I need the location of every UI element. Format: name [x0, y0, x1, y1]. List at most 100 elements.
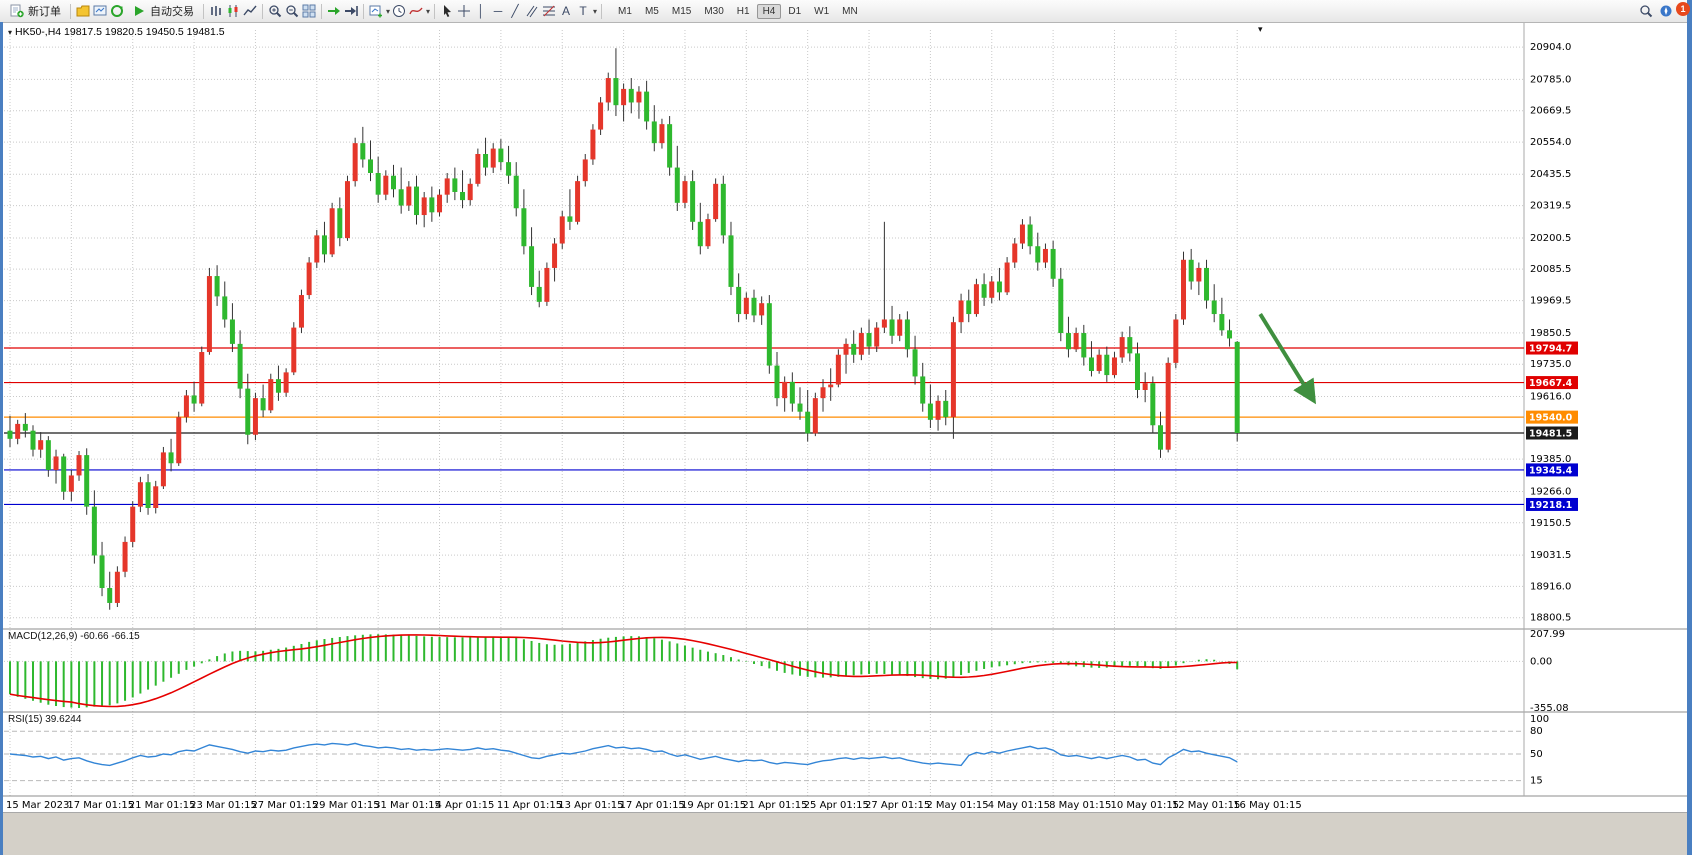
candle-body — [651, 121, 657, 144]
chart-dropdown-caret-icon[interactable]: ▾ — [1258, 24, 1263, 34]
toolbar-separator — [321, 3, 322, 19]
compass-icon[interactable] — [1658, 3, 1674, 19]
chart-canvas[interactable]: 20904.0 20785.0 20669.5 20554.0 20435.5 20319… — [0, 22, 1692, 855]
new-chart-icon[interactable] — [368, 3, 384, 19]
candle-body — [91, 506, 97, 556]
tile-windows-icon[interactable] — [301, 3, 317, 19]
candle-body — [912, 349, 918, 377]
candle-body — [759, 303, 765, 316]
candle-body — [268, 379, 274, 411]
candle-body — [260, 398, 266, 411]
candle-body — [1042, 248, 1048, 263]
date-label: 19 Apr 01:15 — [681, 800, 746, 811]
candle-body — [690, 181, 696, 222]
vertical-line-icon[interactable]: │ — [477, 4, 485, 18]
line-chart-icon[interactable] — [242, 3, 258, 19]
date-label: 17 Mar 01:15 — [67, 800, 134, 811]
date-label: 23 Mar 01:15 — [190, 800, 257, 811]
chart-shift-icon[interactable] — [343, 3, 359, 19]
date-label: 10 May 01:15 — [1110, 800, 1179, 811]
candle-body — [1035, 246, 1041, 263]
clock-icon[interactable] — [391, 3, 407, 19]
timeframe-m5[interactable]: M5 — [644, 5, 659, 17]
candle-body — [61, 456, 67, 492]
candle-body — [697, 221, 703, 247]
candle-body — [107, 588, 113, 603]
zoom-in-icon[interactable] — [267, 3, 283, 19]
rsi-axis-label: 80 — [1530, 726, 1543, 737]
chart-window-icon[interactable] — [92, 3, 108, 19]
candle-body — [406, 186, 412, 206]
timeframe-h4[interactable]: H4 — [756, 3, 782, 19]
price-tag — [1526, 376, 1578, 390]
text-label-icon[interactable]: T — [579, 4, 587, 18]
shapes-dropdown-icon[interactable]: ▾ — [593, 6, 598, 16]
play-icon — [131, 3, 147, 19]
timeframe-m1[interactable]: M1 — [618, 5, 632, 17]
timeframe-d1[interactable]: D1 — [788, 5, 802, 17]
crosshair-icon[interactable] — [456, 3, 472, 19]
candle-body — [575, 181, 581, 222]
candle-body — [145, 482, 151, 508]
candle-body — [766, 303, 772, 366]
date-label: 27 Mar 01:15 — [251, 800, 318, 811]
chevron-down-icon[interactable]: ▾ — [386, 6, 391, 16]
candle-body — [306, 262, 312, 296]
autotrading-button[interactable]: 自动交易 — [126, 1, 199, 21]
indicators-icon[interactable] — [408, 3, 424, 19]
trendline-icon[interactable]: ╱ — [511, 4, 519, 18]
timeframe-m15[interactable]: M15 — [671, 5, 692, 17]
chart-context-arrow-icon[interactable]: ▾ — [8, 28, 13, 37]
date-label: 12 May 01:15 — [1172, 800, 1241, 811]
candle-body — [598, 102, 604, 130]
cursor-icon[interactable] — [439, 3, 455, 19]
candle-body — [467, 183, 473, 201]
zoom-out-icon[interactable] — [284, 3, 300, 19]
rsi-line — [9, 742, 1238, 767]
candle-body — [38, 440, 44, 450]
fibonacci-icon[interactable] — [541, 3, 557, 19]
candlestick-chart-icon[interactable] — [225, 3, 241, 19]
text-icon[interactable]: A — [562, 4, 571, 18]
candle-body — [15, 423, 21, 439]
equidistant-channel-icon[interactable] — [524, 3, 540, 19]
timeframe-h1[interactable]: H1 — [736, 5, 750, 17]
search-icon[interactable] — [1638, 3, 1654, 19]
candle-body — [214, 276, 220, 297]
window-bottom-area — [0, 812, 1692, 855]
price-axis-label: 19266.0 — [1530, 486, 1571, 497]
candle-body — [950, 322, 956, 418]
timeframe-w1[interactable]: W1 — [814, 5, 830, 17]
date-label: 27 Apr 01:15 — [865, 800, 930, 811]
candle-body — [1158, 425, 1163, 450]
refresh-icon[interactable] — [109, 3, 125, 19]
notification-badge[interactable]: 1 — [1676, 2, 1690, 16]
candle-body — [452, 178, 458, 192]
new-order-button[interactable]: 新订单 — [4, 1, 66, 21]
candle-body — [812, 398, 818, 434]
candle-body — [973, 284, 979, 315]
level-lines[interactable] — [4, 347, 1524, 506]
candle-body — [444, 178, 450, 195]
candle-body — [713, 183, 719, 220]
candle-body — [1065, 333, 1071, 350]
auto-scroll-icon[interactable] — [326, 3, 342, 19]
chevron-down-icon[interactable]: ▾ — [426, 6, 431, 16]
horizontal-line-icon[interactable]: ─ — [493, 4, 503, 18]
candle-body — [1234, 341, 1240, 433]
price-axis-label: 20904.0 — [1530, 42, 1571, 53]
trend-arrow[interactable] — [1258, 312, 1317, 405]
toolbar-separator — [70, 3, 71, 19]
candle-body — [1204, 267, 1210, 301]
candle-body — [720, 183, 726, 236]
folder-icon[interactable] — [75, 3, 91, 19]
candle-body — [68, 475, 74, 492]
timeframe-mn[interactable]: MN — [842, 5, 858, 17]
candle-body — [490, 148, 496, 168]
bar-chart-icon[interactable] — [208, 3, 224, 19]
candle-body — [797, 403, 803, 412]
candle-body — [590, 129, 596, 160]
price-axis-label: 20785.0 — [1530, 74, 1571, 85]
candle-body — [820, 387, 826, 399]
timeframe-m30[interactable]: M30 — [704, 5, 724, 17]
